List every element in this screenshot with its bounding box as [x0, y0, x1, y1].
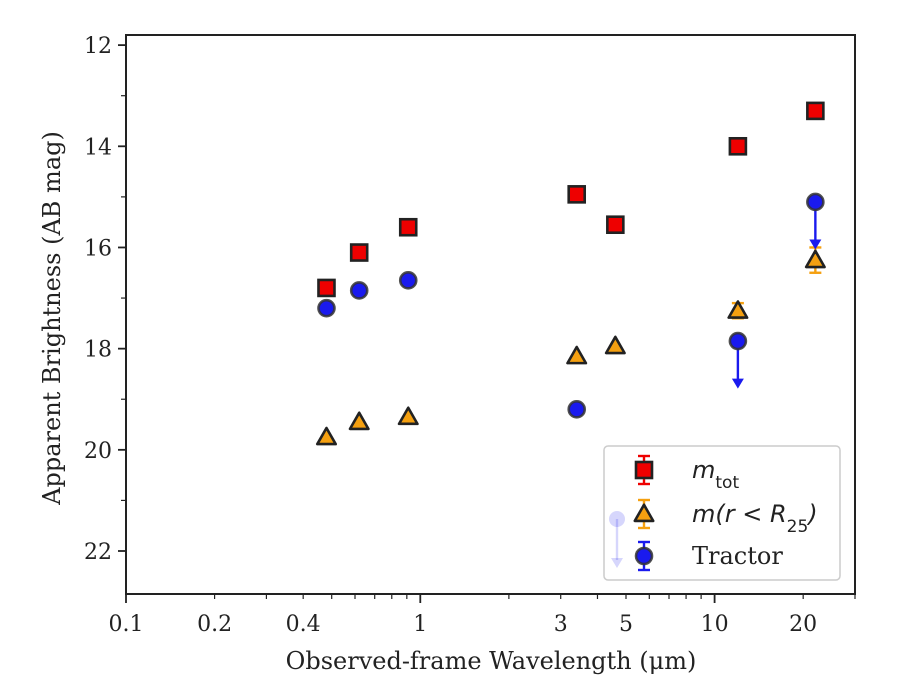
triangle-point [727, 300, 749, 319]
legend-entry: Tractor [634, 540, 783, 572]
series-2 [317, 192, 825, 419]
legend-label: m(r < R25) [692, 500, 818, 537]
triangle-point [315, 426, 337, 446]
x-tick-label: 5 [619, 612, 633, 637]
square-point [728, 136, 748, 156]
x-axis-title: Observed-frame Wavelength (μm) [286, 647, 697, 675]
legend-label: Tractor [692, 542, 783, 570]
x-tick-label: 0.4 [286, 612, 321, 637]
square-point [806, 101, 825, 121]
legend-label: mtot [692, 456, 739, 493]
upper-limit-arrow [809, 239, 822, 250]
upper-limit-arrow [731, 378, 744, 389]
y-tick-label: 18 [84, 338, 112, 363]
x-tick-label: 0.1 [109, 612, 144, 637]
markers-layer [315, 101, 826, 446]
y-tick-label: 12 [84, 34, 112, 59]
triangle-point [566, 345, 588, 365]
square-point [317, 278, 336, 298]
legend-entry: mtot [634, 454, 739, 493]
axes-layer: 12 14 16 18 20 22 0.1 0.2 0.4 1 3 5 10 20 [84, 34, 856, 637]
legend-ghost-marker [609, 511, 625, 527]
x-tick-label: 10 [701, 612, 729, 637]
square-point [606, 215, 625, 235]
legend: mtot m(r < R25) Tractor [603, 445, 841, 581]
plot-frame [125, 34, 856, 595]
triangle-point [604, 335, 626, 355]
x-tick-label: 3 [554, 612, 568, 637]
x-tick-label: 1 [413, 612, 427, 637]
triangle-point [804, 249, 826, 269]
series-1 [315, 246, 826, 446]
triangle-point [348, 411, 370, 431]
legend-square-marker [634, 460, 654, 480]
square-point [567, 185, 587, 204]
x-tick-label: 0.2 [197, 612, 232, 637]
series-0 [317, 101, 825, 298]
legend-triangle-marker [633, 503, 655, 523]
x-tick-label: 20 [789, 612, 817, 637]
upper-limit-arrow [611, 558, 623, 568]
y-tick-label: 22 [84, 540, 112, 565]
y-tick-label: 16 [84, 236, 112, 261]
y-axis-title: Apparent Brightness (AB mag) [38, 131, 66, 506]
square-point [398, 217, 418, 237]
legend-entry: m(r < R25) [633, 498, 818, 537]
y-tick-label: 20 [84, 439, 112, 464]
legend-box [603, 445, 841, 581]
triangle-point [397, 406, 419, 426]
y-tick-label: 14 [84, 135, 112, 160]
square-point [349, 243, 369, 262]
